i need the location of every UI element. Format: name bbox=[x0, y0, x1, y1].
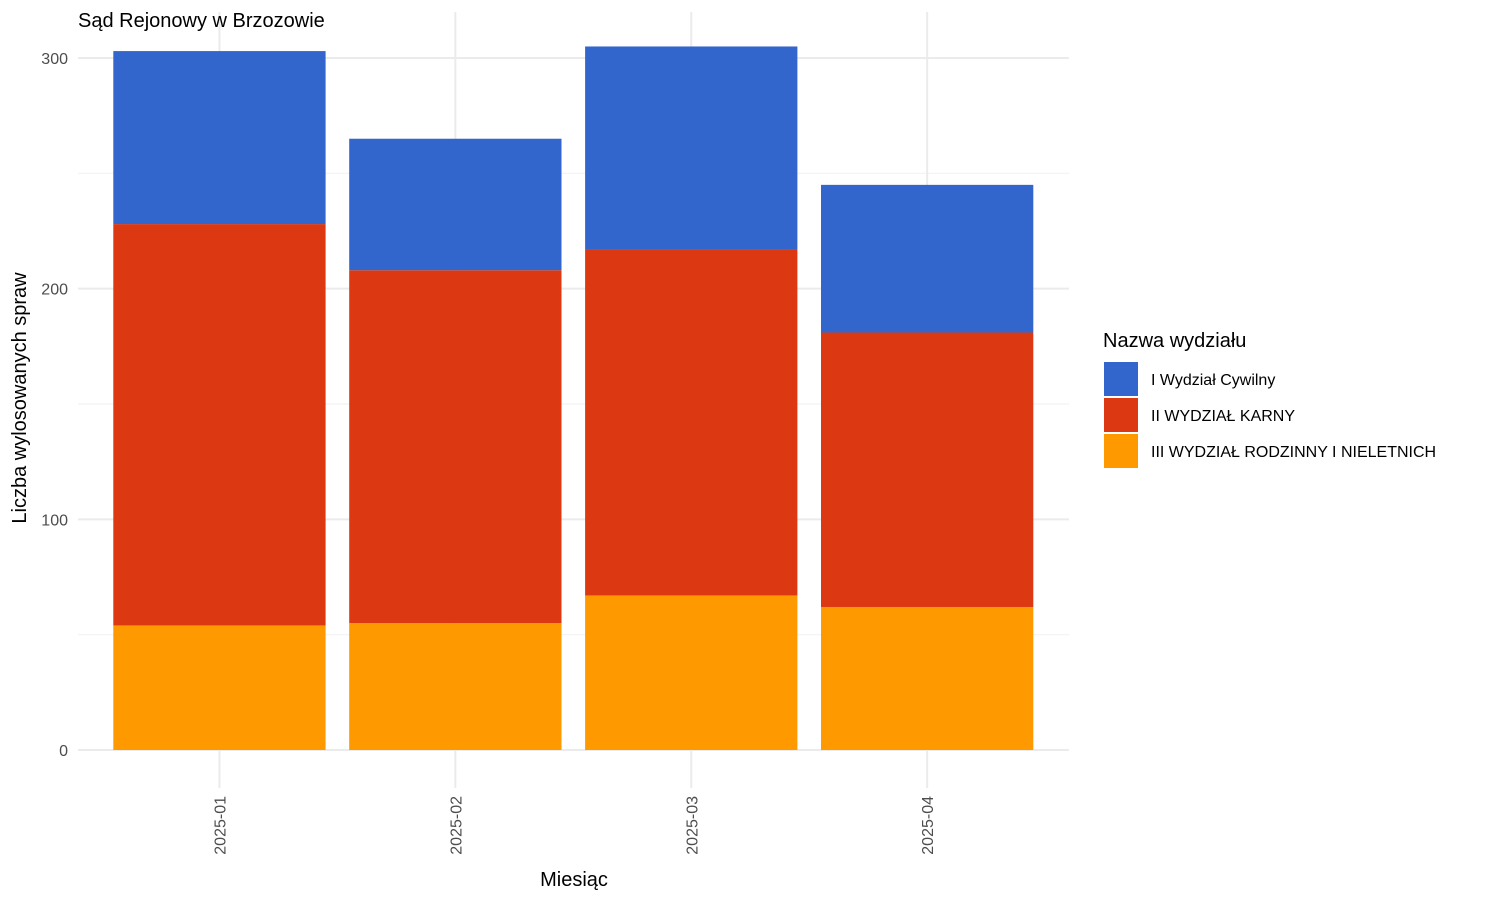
bar-segment bbox=[113, 625, 326, 750]
bars bbox=[113, 46, 1034, 750]
x-tick-label: 2025-04 bbox=[920, 796, 937, 855]
bar-segment bbox=[585, 249, 798, 596]
y-tick-label: 300 bbox=[41, 51, 68, 68]
x-axis-label: Miesiąc bbox=[540, 869, 608, 891]
legend: Nazwa wydziału I Wydział Cywilny II WYDZI… bbox=[1103, 330, 1436, 468]
bar-segment bbox=[349, 623, 562, 750]
y-axis-label: Liczba wylosowanych spraw bbox=[9, 272, 31, 524]
legend-label: I Wydział Cywilny bbox=[1151, 372, 1275, 389]
x-axis-ticks: 2025-01 2025-02 2025-03 2025-04 bbox=[212, 796, 937, 855]
legend-swatch bbox=[1104, 434, 1138, 468]
x-tick-label: 2025-02 bbox=[448, 796, 465, 855]
y-tick-label: 200 bbox=[41, 282, 68, 299]
y-tick-label: 0 bbox=[59, 743, 68, 760]
legend-label: III WYDZIAŁ RODZINNY I NIELETNICH bbox=[1151, 444, 1436, 461]
x-tick-label: 2025-03 bbox=[684, 796, 701, 855]
bar-segment bbox=[113, 224, 326, 626]
bar-segment bbox=[585, 595, 798, 750]
y-tick-label: 100 bbox=[41, 512, 68, 529]
legend-title: Nazwa wydziału bbox=[1103, 330, 1246, 352]
legend-swatch bbox=[1104, 398, 1138, 432]
x-tick-label: 2025-01 bbox=[212, 796, 229, 855]
chart-title: Sąd Rejonowy w Brzozowie bbox=[78, 10, 325, 32]
legend-swatch bbox=[1104, 362, 1138, 396]
bar-segment bbox=[349, 138, 562, 271]
bar-segment bbox=[349, 270, 562, 624]
bar-segment bbox=[113, 51, 326, 225]
y-axis-ticks: 0 100 200 300 bbox=[41, 51, 68, 760]
bar-segment bbox=[821, 606, 1034, 750]
bar-segment bbox=[585, 46, 798, 250]
bar-segment bbox=[821, 332, 1034, 607]
bar-segment bbox=[821, 184, 1034, 333]
legend-label: II WYDZIAŁ KARNY bbox=[1151, 408, 1295, 425]
